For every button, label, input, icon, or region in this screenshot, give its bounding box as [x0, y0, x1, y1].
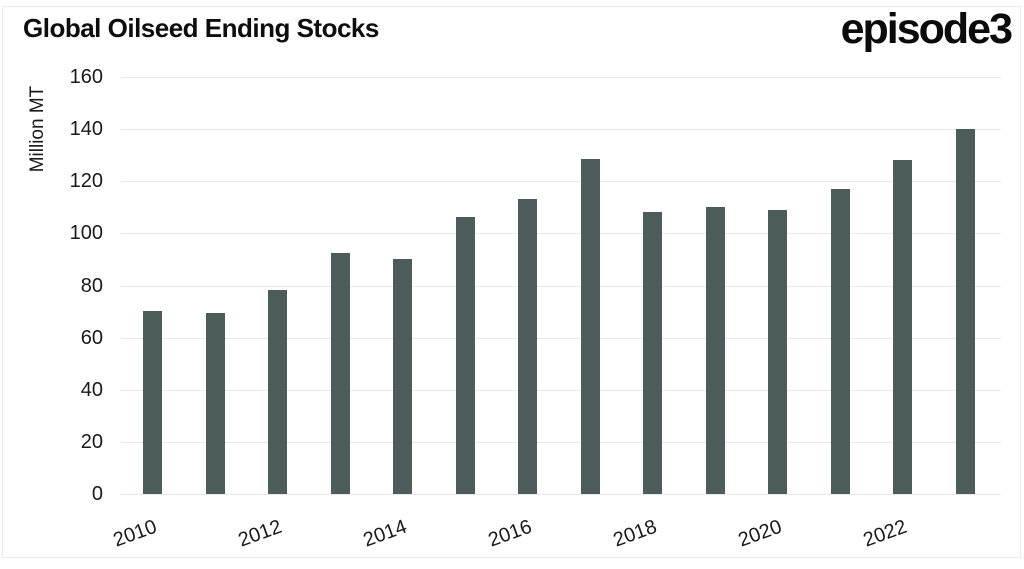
bar-2015	[455, 216, 475, 494]
episode3-logo: episode3	[840, 5, 1013, 53]
y-tick-label: 80	[80, 274, 103, 297]
gridline-160	[121, 77, 1001, 78]
bar-2019	[705, 206, 725, 494]
bar-2016	[518, 199, 537, 494]
bar-2011	[205, 313, 225, 494]
x-tick-label: 2018	[609, 515, 660, 552]
bar-2014	[393, 258, 412, 494]
y-tick-label: 0	[91, 483, 103, 505]
y-tick-label: 160	[69, 66, 103, 88]
x-tick-label: 2016	[484, 515, 535, 552]
bar-2012	[268, 289, 287, 494]
chart-card: Global Oilseed Ending Stocks episode3 Mi…	[2, 5, 1021, 558]
bar-2013	[330, 252, 350, 494]
gridline-120	[121, 181, 1001, 183]
bar-2010	[143, 310, 162, 494]
gridline-140	[121, 129, 1001, 131]
y-tick-label: 40	[80, 378, 103, 401]
y-tick-label: 100	[69, 222, 103, 245]
y-tick-label: 120	[69, 170, 103, 193]
bar-2021	[830, 188, 850, 494]
gridline-80	[121, 285, 1001, 287]
gridline-40	[121, 389, 1001, 391]
x-tick-label: 2020	[734, 515, 785, 552]
x-tick-label: 2014	[359, 515, 410, 552]
gridline-0	[121, 494, 1001, 495]
bar-2020	[768, 210, 787, 494]
y-tick-label: 140	[69, 118, 103, 141]
y-tick-label: 60	[80, 326, 103, 349]
bar-2018	[643, 212, 662, 494]
x-tick-label: 2022	[859, 515, 910, 552]
gridline-20	[121, 441, 1001, 443]
y-tick-label: 20	[80, 430, 103, 453]
bar-chart: Million MT 0 20 40 60 80 100 120 140 160 2010 2012…	[3, 7, 1020, 557]
bar-2023	[955, 128, 975, 494]
bar-2022	[893, 160, 912, 494]
bar-2017	[580, 158, 600, 494]
x-tick-label: 2010	[109, 515, 160, 552]
gridline-60	[121, 337, 1001, 339]
chart-title: Global Oilseed Ending Stocks	[23, 13, 379, 43]
gridline-100	[121, 233, 1001, 235]
x-tick-label: 2012	[234, 515, 285, 552]
